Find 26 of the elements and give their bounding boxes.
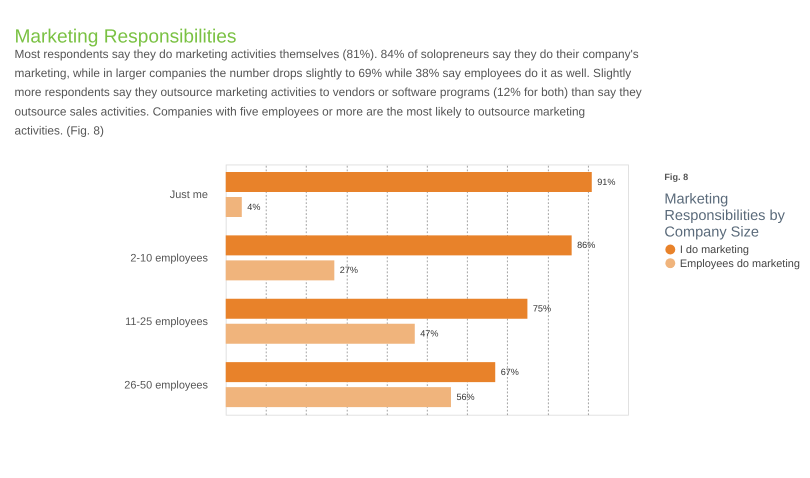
y-tick-label: Just me xyxy=(170,189,208,202)
chart-title: Marketing Responsibilities xyxy=(14,26,236,48)
data-label: 91% xyxy=(597,176,616,187)
data-label: 75% xyxy=(532,303,552,314)
bar xyxy=(226,298,528,319)
chart-subtitle: Most respondents say they do marketing activities themselves (81%). 84% of solopreneurs say they do their company's marketing, while in larger companies the number drops slightly to 69% while 38% say employees do it as well. Slightly more respondents say they outsource marketing activities to vendors or software programs (12% for both) than say they outsource sales activities. Companies with five employees or more are the most likely to outsource marketing activities. (Fig. 8) xyxy=(14,46,642,138)
bar xyxy=(226,260,334,280)
bar xyxy=(226,362,496,382)
legend-label: Employees do marketing xyxy=(680,258,800,270)
bar xyxy=(226,324,415,344)
data-label: 56% xyxy=(456,392,475,402)
y-tick-label: 11-25 employees xyxy=(125,316,209,328)
y-tick-label: 26-50 employees xyxy=(124,379,208,392)
data-label: 27% xyxy=(340,265,358,276)
y-tick-label: 2-10 employees xyxy=(130,252,208,265)
caption: Fig. 8 xyxy=(664,172,688,182)
data-label: 67% xyxy=(500,366,519,377)
legend-title: Marketing Responsibilities by Company Size xyxy=(664,192,786,240)
data-label: 47% xyxy=(420,328,438,338)
data-label: 86% xyxy=(577,240,596,250)
bar xyxy=(226,387,451,408)
legend-label: I do marketing xyxy=(680,244,749,256)
data-label: 4% xyxy=(247,202,260,212)
bar xyxy=(226,235,572,256)
bar xyxy=(226,197,242,218)
bar xyxy=(226,172,592,192)
